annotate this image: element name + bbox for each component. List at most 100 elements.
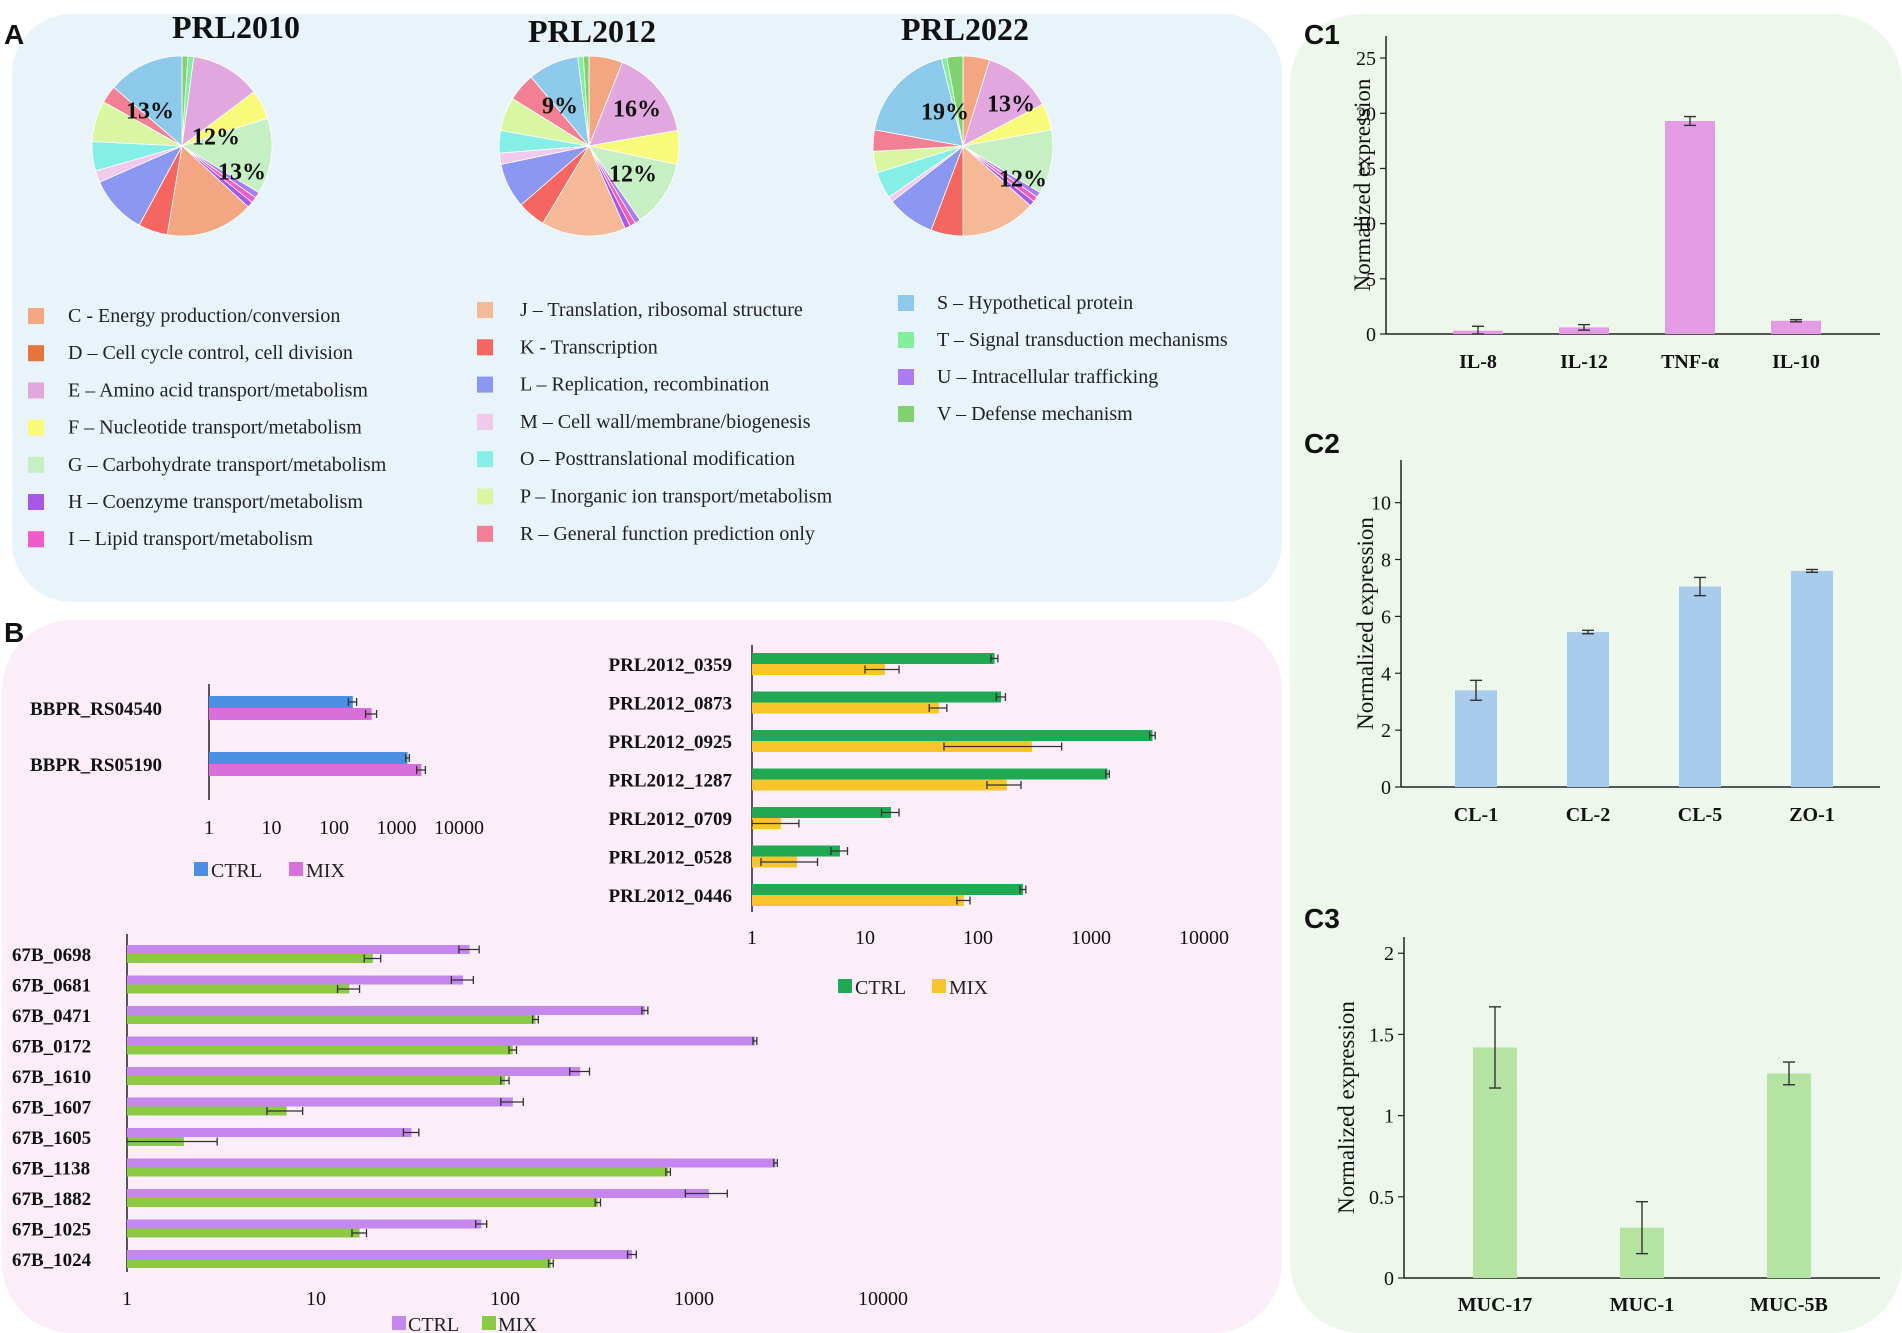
pie-prl2012-slice-E (588, 61, 679, 147)
legend-col1-swatch-E (28, 382, 44, 399)
67b-category-label: 67B_1025 (12, 1220, 91, 1241)
67b-x-tick: 100 (490, 1288, 520, 1310)
c3-y-axis-label: Normalized expression (1334, 1001, 1359, 1214)
bbpr-x-tick: 1 (204, 817, 214, 839)
legend-col1-label-C: C - Energy production/conversion (68, 305, 340, 327)
bbpr-x-tick: 10 (262, 817, 282, 839)
c1-category-label: IL-10 (1772, 351, 1820, 373)
67b-legend-ctrl-label: CTRL (408, 1314, 459, 1333)
prl2012-category-label: PRL2012_0925 (609, 732, 733, 753)
bbpr-legend-mix-swatch (289, 862, 303, 876)
pie-prl2012-slice-J (542, 145, 626, 237)
67b-category-label: 67B_1024 (12, 1250, 92, 1271)
prl2012-legend: CTRL MIX (838, 977, 988, 999)
prl2012-bar-mix (752, 702, 939, 714)
pie-prl2022-label-S: 19% (921, 100, 969, 126)
67b-legend-mix-swatch (482, 1316, 496, 1330)
pie-prl2010-label-G: 13% (218, 160, 266, 186)
c2-category-label: ZO-1 (1789, 804, 1835, 826)
bbpr-x-tick: 1000 (377, 817, 417, 839)
bbpr-bar-chart: 1 10 100 1000 10000 BBPR_RS04540 BBPR_RS05190 (30, 684, 484, 839)
67b-bar-ctrl (127, 975, 464, 985)
67b-category-label: 67B_1610 (12, 1067, 91, 1088)
panel-letter-c1: C1 (1304, 19, 1340, 50)
bbpr-legend: CTRL MIX (194, 860, 345, 882)
legend-col2-swatch-L (477, 376, 493, 393)
bbpr-bar-mix (209, 764, 422, 776)
c2-category-label: CL-1 (1454, 804, 1498, 826)
c2-y-tick: 10 (1371, 493, 1391, 515)
legend-col1-label-F: F – Nucleotide transport/metabolism (68, 417, 362, 439)
legend-col1-label-G: G – Carbohydrate transport/metabolism (68, 454, 387, 476)
67b-bar-mix (127, 1106, 287, 1116)
bbpr-x-tick: 10000 (434, 817, 484, 839)
c1-bar-chart: 0 5 10 15 20 25 Normalized expression IL-8 IL-12… (1350, 36, 1880, 373)
prl2012-bar-ctrl (752, 884, 1023, 895)
legend-col2-swatch-P (477, 488, 493, 505)
67b-bar-ctrl (127, 1189, 709, 1198)
67b-legend-mix-label: MIX (498, 1314, 537, 1333)
c2-y-tick: 0 (1381, 777, 1391, 799)
bbpr-x-tick: 100 (319, 817, 349, 839)
panel-letter-a: A (4, 19, 24, 50)
panel-letter-c2: C2 (1304, 428, 1340, 459)
prl2012-bar-ctrl (752, 653, 995, 664)
pie-prl2012-slice-G (588, 145, 678, 221)
67b-bar-ctrl (127, 1067, 581, 1076)
67b-category-label: 67B_0681 (12, 976, 91, 997)
pie-prl2012-label-E: 16% (613, 97, 661, 123)
prl2012-bar-mix (752, 664, 885, 675)
legend-col3-swatch-U (898, 369, 914, 385)
legend-col2-label-R: R – General function prediction only (520, 523, 815, 545)
prl2012-legend-mix-swatch (932, 979, 946, 993)
c1-y-tick: 0 (1366, 324, 1376, 346)
67b-bar-ctrl (127, 1158, 776, 1168)
67b-bar-mix (127, 954, 373, 963)
prl2012-category-label: PRL2012_0528 (609, 848, 733, 869)
prl2012-category-label: PRL2012_0873 (609, 694, 733, 715)
c2-bar (1679, 586, 1721, 787)
c2-bar (1567, 632, 1609, 787)
67b-bar-mix (127, 984, 350, 994)
pie-prl2012-slice-V (582, 55, 590, 147)
bbpr-category-label: BBPR_RS05190 (30, 755, 162, 776)
legend-col1-swatch-H (28, 494, 44, 510)
pie-prl2010-slice-C (166, 145, 249, 237)
legend-col2-label-L: L – Replication, recombination (520, 374, 769, 396)
legend-col2-swatch-R (477, 525, 493, 542)
legend-col2-label-M: M – Cell wall/membrane/biogenesis (520, 411, 811, 433)
67b-category-label: 67B_1138 (12, 1159, 90, 1180)
bbpr-legend-ctrl-label: CTRL (211, 860, 262, 882)
pie-prl2022-label-G: 12% (999, 167, 1047, 193)
67b-legend-ctrl-swatch (392, 1316, 406, 1330)
bbpr-legend-mix-label: MIX (306, 860, 345, 882)
pie-charts: 12% 13% 13% 16% 12% 9% 13% 12% 19% (91, 55, 1054, 237)
pie-prl2022-slice-E (962, 59, 1044, 147)
67b-bar-ctrl (127, 1219, 482, 1229)
c1-y-tick: 15 (1356, 158, 1376, 180)
legend-col3-swatch-S (898, 295, 914, 311)
67b-bar-mix (127, 1259, 551, 1268)
c2-bar (1455, 690, 1497, 787)
prl2012-bar-mix (752, 741, 1032, 752)
legend-col3-label-V: V – Defense mechanism (937, 403, 1133, 425)
panel-letter-b: B (4, 617, 24, 648)
pie-title-prl2022: PRL2022 (901, 11, 1029, 47)
legend-col3-swatch-V (898, 406, 914, 422)
pie-prl2022-slice-S (874, 58, 964, 147)
pie-title-prl2010: PRL2010 (172, 9, 300, 45)
prl2012-x-tick: 1000 (1071, 927, 1111, 949)
67b-bar-ctrl (127, 1006, 645, 1015)
legend-col3-swatch-T (898, 332, 914, 348)
prl2012-bar-mix (752, 779, 1007, 791)
legend-col2-swatch-J (477, 302, 493, 318)
prl2012-legend-mix-label: MIX (949, 977, 988, 999)
legend-col2-swatch-M (477, 413, 493, 430)
prl2012-bar-mix (752, 895, 964, 906)
prl2012-bar-chart: 1 10 100 1000 10000 PRL2012_0359 PRL2012_0873 P… (609, 645, 1229, 949)
prl2012-legend-ctrl-label: CTRL (855, 977, 906, 999)
c1-y-tick: 20 (1356, 103, 1376, 125)
pie-prl2022-slice-J (962, 145, 1031, 237)
legend-col1-label-H: H – Coenzyme transport/metabolism (68, 491, 363, 513)
c3-y-tick: 1 (1384, 1106, 1394, 1128)
